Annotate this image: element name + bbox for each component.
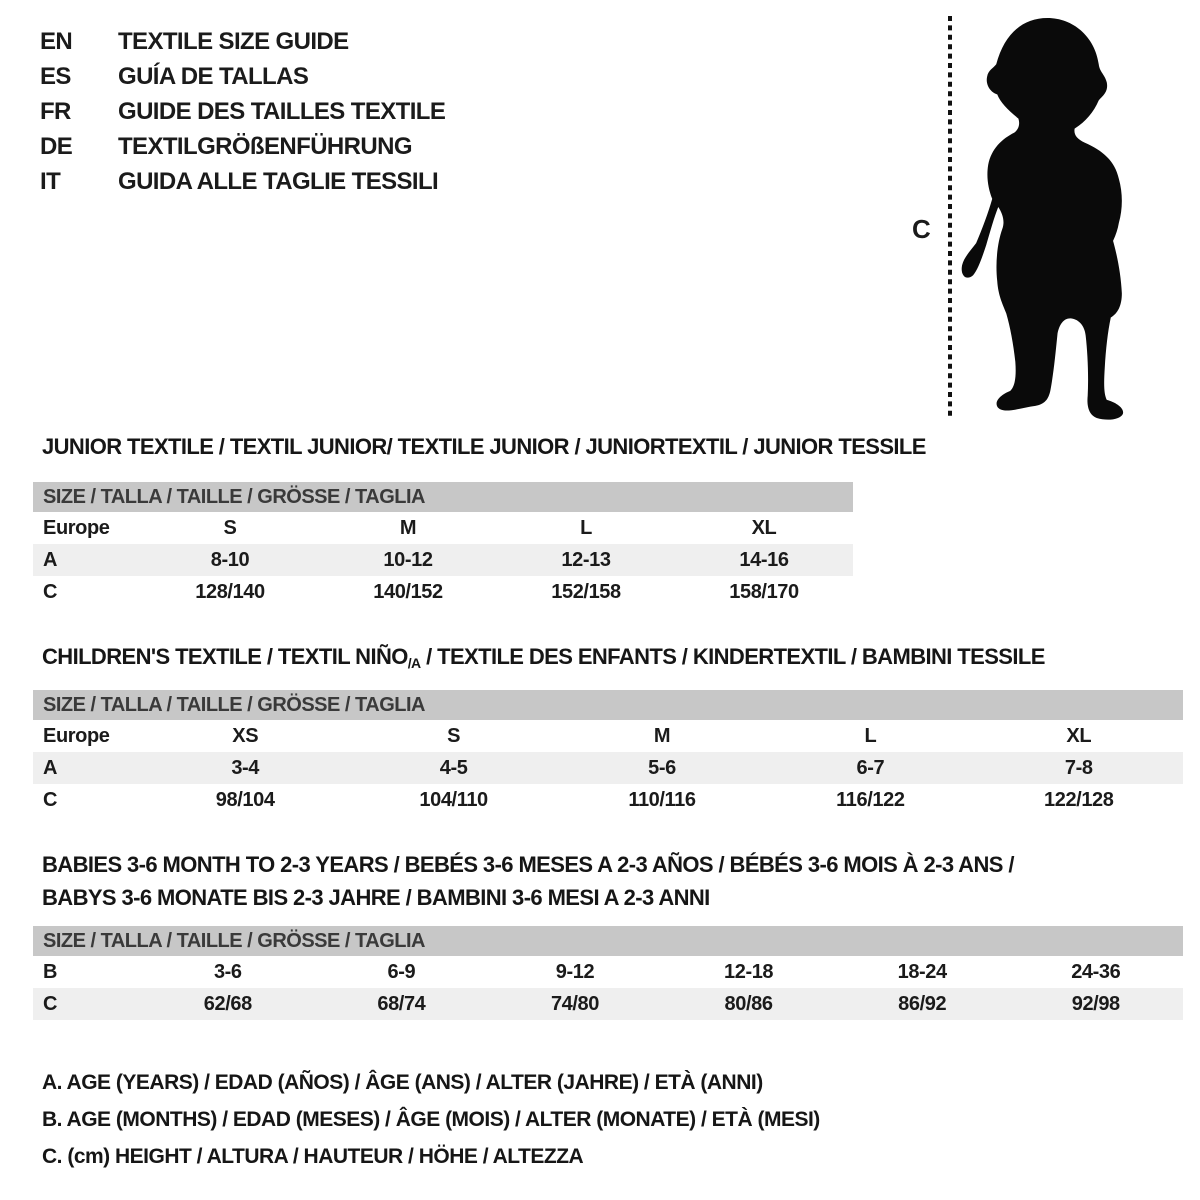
row-label: C <box>43 580 58 603</box>
guide-title-es: GUÍA DE TALLAS <box>118 62 309 90</box>
height-cell: 140/152 <box>373 580 443 603</box>
age-cell: 3-6 <box>213 960 242 983</box>
size-cell: L <box>580 516 592 539</box>
size-cell: M <box>653 724 671 747</box>
babies-title-line1: BABIES 3-6 MONTH TO 2-3 YEARS / BEBÉS 3-… <box>42 852 1014 877</box>
language-code: DE <box>40 132 73 160</box>
size-cell: XL <box>1066 724 1092 747</box>
height-cell: 74/80 <box>550 992 600 1015</box>
age-cell: 18-24 <box>897 960 948 983</box>
junior-size-table: SIZE / TALLA / TAILLE / GRÖSSE / TAGLIA … <box>33 482 853 608</box>
language-row-it: IT GUIDA ALLE TAGLIE TESSILI <box>40 164 445 199</box>
age-cell: 6-7 <box>856 756 885 779</box>
age-cell: 9-12 <box>555 960 595 983</box>
children-size-table: SIZE / TALLA / TAILLE / GRÖSSE / TAGLIA … <box>33 690 1183 816</box>
table-row-age: A 3-4 4-5 5-6 6-7 7-8 <box>33 752 1183 784</box>
height-cell: 80/86 <box>724 992 773 1015</box>
legend-line-c: C. (cm) HEIGHT / ALTURA / HAUTEUR / HÖHE… <box>42 1145 584 1168</box>
title-text: / TEXTILE DES ENFANTS / KINDERTEXTIL / B… <box>420 644 1045 669</box>
row-label: A <box>43 756 58 779</box>
section-title-babies: BABIES 3-6 MONTH TO 2-3 YEARS / BEBÉS 3-… <box>42 848 1014 914</box>
section-title-children: CHILDREN'S TEXTILE / TEXTIL NIÑO/A / TEX… <box>42 644 1045 671</box>
age-cell: 6-9 <box>387 960 416 983</box>
height-cell: 62/68 <box>203 992 252 1015</box>
row-label: Europe <box>43 516 110 539</box>
guide-title-fr: GUIDE DES TAILLES TEXTILE <box>118 97 446 125</box>
age-cell: 5-6 <box>648 756 676 779</box>
legend-line-a: A. AGE (YEARS) / EDAD (AÑOS) / ÂGE (ANS)… <box>42 1071 763 1094</box>
guide-title-de: TEXTILGRÖßENFÜHRUNG <box>118 132 413 160</box>
age-cell: 12-18 <box>724 960 774 983</box>
table-row-age-months: B 3-6 6-9 9-12 12-18 18-24 24-36 <box>33 956 1183 988</box>
height-cell: 104/110 <box>419 788 488 811</box>
row-label: C <box>43 992 58 1015</box>
language-title-list: EN TEXTILE SIZE GUIDE ES GUÍA DE TALLAS … <box>40 24 446 199</box>
table-header-row: SIZE / TALLA / TAILLE / GRÖSSE / TAGLIA <box>33 482 853 512</box>
age-cell: 24-36 <box>1071 960 1121 983</box>
table-row-age: A 8-10 10-12 12-13 14-16 <box>33 544 853 576</box>
language-code: EN <box>40 27 73 55</box>
guide-title-en: TEXTILE SIZE GUIDE <box>118 27 349 55</box>
row-label: B <box>43 960 58 983</box>
language-code: ES <box>40 62 71 90</box>
size-cell: XS <box>232 724 259 747</box>
language-row-fr: FR GUIDE DES TAILLES TEXTILE <box>40 94 446 129</box>
language-row-es: ES GUÍA DE TALLAS <box>40 59 445 94</box>
babies-size-table: SIZE / TALLA / TAILLE / GRÖSSE / TAGLIA … <box>33 926 1183 1020</box>
table-header-row: SIZE / TALLA / TAILLE / GRÖSSE / TAGLIA <box>33 926 1183 956</box>
size-cell: S <box>447 724 461 747</box>
legend-line-b: B. AGE (MONTHS) / EDAD (MESES) / ÂGE (MO… <box>42 1108 820 1131</box>
row-label: Europe <box>43 724 110 747</box>
height-cell: 158/170 <box>729 580 799 603</box>
table-row-europe: Europe XS S M L XL <box>33 720 1183 752</box>
language-code: IT <box>40 167 61 195</box>
height-cell: 92/98 <box>1071 992 1120 1015</box>
height-cell: 110/116 <box>628 788 696 811</box>
table-row-height: C 62/68 68/74 74/80 80/86 86/92 92/98 <box>33 988 1183 1020</box>
age-cell: 3-4 <box>231 756 260 779</box>
height-cell: 68/74 <box>377 992 426 1015</box>
table-header-row: SIZE / TALLA / TAILLE / GRÖSSE / TAGLIA <box>33 690 1183 720</box>
toddler-silhouette-icon <box>961 18 1124 420</box>
age-cell: 10-12 <box>383 548 433 571</box>
language-row-de: DE TEXTILGRÖßENFÜHRUNG <box>40 129 445 164</box>
title-subscript: /A <box>407 655 421 671</box>
row-label: C <box>43 788 58 811</box>
height-cell: 86/92 <box>898 992 947 1015</box>
height-cell: 98/104 <box>215 788 275 811</box>
size-cell: M <box>399 516 417 539</box>
age-cell: 4-5 <box>439 756 468 779</box>
size-cell: S <box>223 516 237 539</box>
table-row-height: C 128/140 140/152 152/158 158/170 <box>33 576 853 608</box>
age-cell: 7-8 <box>1064 756 1093 779</box>
measurement-legend: A. AGE (YEARS) / EDAD (AÑOS) / ÂGE (ANS)… <box>42 1064 820 1175</box>
height-measure-label: C <box>912 214 931 244</box>
age-cell: 14-16 <box>739 548 789 571</box>
language-code: FR <box>40 97 71 125</box>
height-cell: 116/122 <box>836 788 905 811</box>
guide-title-it: GUIDA ALLE TAGLIE TESSILI <box>118 167 439 195</box>
row-label: A <box>43 548 58 571</box>
height-cell: 152/158 <box>551 580 621 603</box>
section-title-junior: JUNIOR TEXTILE / TEXTIL JUNIOR/ TEXTILE … <box>42 434 926 459</box>
babies-title-line2: BABYS 3-6 MONATE BIS 2-3 JAHRE / BAMBINI… <box>42 885 710 910</box>
height-cell: 128/140 <box>195 580 265 603</box>
size-cell: L <box>864 724 877 747</box>
language-row-en: EN TEXTILE SIZE GUIDE <box>40 24 445 59</box>
height-measure-dashed-line <box>948 16 952 416</box>
table-row-height: C 98/104 104/110 110/116 116/122 122/128 <box>33 784 1183 816</box>
age-cell: 12-13 <box>561 548 611 571</box>
height-cell: 122/128 <box>1044 788 1114 811</box>
age-cell: 8-10 <box>210 548 250 571</box>
table-row-europe: Europe S M L XL <box>33 512 853 544</box>
title-text: CHILDREN'S TEXTILE / TEXTIL NIÑO <box>42 644 408 669</box>
size-cell: XL <box>751 516 777 539</box>
